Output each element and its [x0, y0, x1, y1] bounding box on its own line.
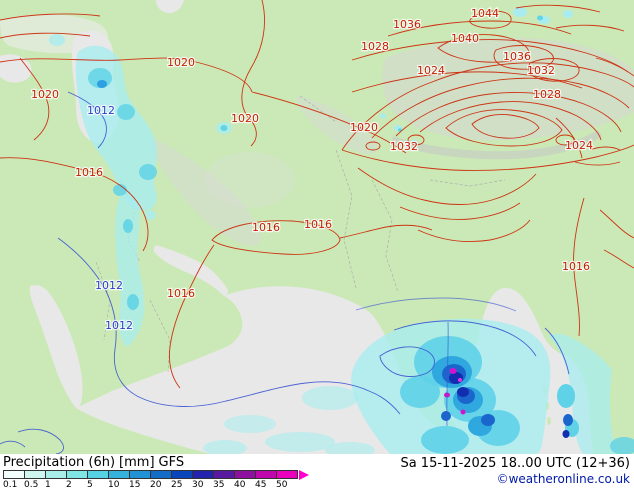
- scale-cell: [45, 470, 67, 479]
- isobar-label: 1016: [562, 260, 590, 273]
- scale-value: 35: [213, 480, 225, 490]
- precipitation-map: 1020 1020 1020 1016 1016 1016 1016 1016 1028 1036…: [0, 0, 634, 454]
- isobars-high: [0, 0, 634, 389]
- isobar-label: 1028: [533, 88, 561, 101]
- scale-cell: [108, 470, 130, 479]
- valid-time: Sa 15-11-2025 18..00 UTC (12+36): [400, 456, 630, 471]
- isobar-label: 1012: [87, 104, 115, 117]
- scale-cell: [150, 470, 172, 479]
- isobar-label: 1020: [31, 88, 59, 101]
- scale-cell: [192, 470, 214, 479]
- isobar-label: 1020: [231, 112, 259, 125]
- isobar-label: 1036: [503, 50, 531, 63]
- isobar-label: 1016: [167, 287, 195, 300]
- legend-title: Precipitation (6h) [mm] GFS: [3, 455, 188, 470]
- scale-value: 25: [171, 480, 183, 490]
- isobar-label: 1032: [390, 140, 418, 153]
- scale-cell: [66, 470, 88, 479]
- scale-value: 50: [276, 480, 288, 490]
- isobar-label: 1032: [527, 64, 555, 77]
- isobar-label: 1020: [167, 56, 195, 69]
- isobar-label: 1012: [105, 319, 133, 332]
- scale-value: 2: [66, 480, 72, 490]
- isobar-label: 1012: [95, 279, 123, 292]
- isobar-label: 1016: [252, 221, 280, 234]
- legend-bar: Precipitation (6h) [mm] GFS 0.1 0.5 1 2 5 10 15 2…: [0, 454, 634, 490]
- scale-cell: [213, 470, 235, 479]
- scale-cell: [3, 470, 25, 479]
- scale-value: 45: [255, 480, 267, 490]
- scale-value: 40: [234, 480, 246, 490]
- scale-value: 30: [192, 480, 204, 490]
- parameter-label: Precipitation (6h): [3, 455, 116, 470]
- scale-cell: [276, 470, 298, 479]
- model-label: GFS: [158, 455, 185, 470]
- scale-value: 20: [150, 480, 162, 490]
- scale-cell: [24, 470, 46, 479]
- scale-cell: [234, 470, 256, 479]
- isobar-label: 1028: [361, 40, 389, 53]
- isobars-low: [0, 91, 570, 454]
- scale-cell: [87, 470, 109, 479]
- isobar-label: 1016: [75, 166, 103, 179]
- scale-bar: [3, 469, 309, 480]
- scale-value: 5: [87, 480, 93, 490]
- isobar-labels: 1020 1020 1020 1016 1016 1016 1016 1016 1028 1036…: [30, 6, 594, 333]
- copyright-link[interactable]: ©weatheronline.co.uk: [496, 472, 630, 486]
- scale-value: 1: [45, 480, 51, 490]
- isobar-label: 1024: [417, 64, 445, 77]
- isobar-label: 1044: [471, 7, 499, 20]
- isobar-label: 1036: [393, 18, 421, 31]
- unit-label: [mm]: [119, 455, 155, 470]
- scale-value: 10: [108, 480, 120, 490]
- scale-cell: [171, 470, 193, 479]
- isobar-label: 1016: [304, 218, 332, 231]
- scale-value: 15: [129, 480, 141, 490]
- scale-labels: 0.1 0.5 1 2 5 10 15 20 25 30 35 40 45 50: [3, 480, 297, 490]
- scale-cell: [129, 470, 151, 479]
- scale-value: 0.1: [3, 480, 18, 490]
- isobar-label: 1024: [565, 139, 593, 152]
- scale-value: 0.5: [24, 480, 39, 490]
- scale-cell: [255, 470, 277, 479]
- isobar-label: 1020: [350, 121, 378, 134]
- isobar-label: 1040: [451, 32, 479, 45]
- map-canvas: 1020 1020 1020 1016 1016 1016 1016 1016 1028 1036…: [0, 0, 634, 454]
- scale-arrow-icon: [299, 469, 309, 480]
